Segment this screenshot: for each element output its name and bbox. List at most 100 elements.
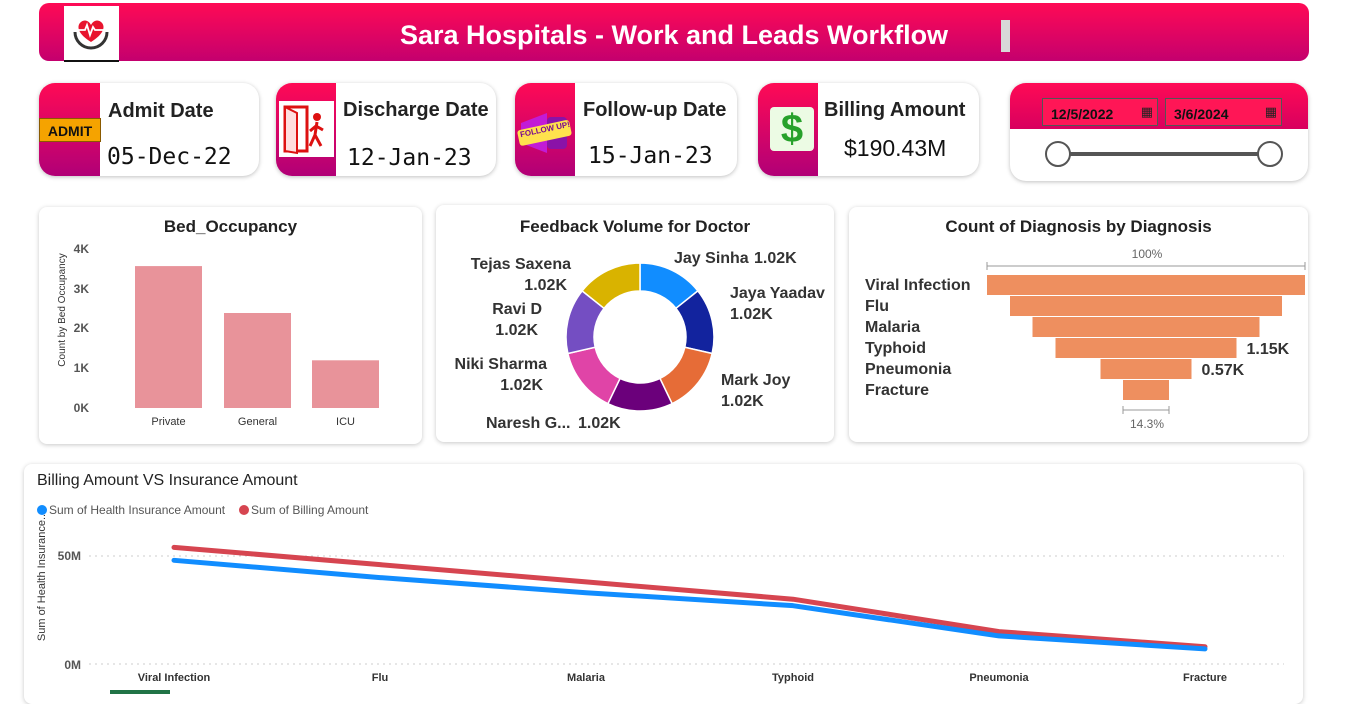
x-tick-label: Pneumonia [969, 672, 1029, 684]
funnel-category-label: Fracture [865, 382, 929, 399]
y-axis-title: Sum of Health Insurance... [36, 511, 48, 641]
slice-value-label: 1.02K [754, 250, 797, 267]
x-tick-label: Typhoid [772, 672, 814, 684]
end-date-value: 3/6/2024 [1174, 106, 1229, 122]
funnel-category-label: Viral Infection [865, 277, 971, 294]
exit-door-icon [279, 101, 334, 157]
kpi-label: Discharge Date [343, 99, 489, 121]
y-tick: 4K [74, 242, 90, 256]
series-line-0 [171, 557, 1208, 652]
legend-label: Sum of Billing Amount [251, 503, 369, 517]
funnel-bar-malaria [1032, 317, 1260, 337]
heart-pulse-icon [73, 20, 109, 50]
kpi-value: 05-Dec-22 [107, 144, 232, 170]
start-date-input[interactable]: 12/5/2022 ▦ [1042, 98, 1158, 126]
funnel-category-label: Flu [865, 298, 889, 315]
feedback-donut-chart: Jay Sinha 1.02K Jaya Yaadav 1.02K Mark Joy 1.… [455, 250, 825, 432]
page-title: Sara Hospitals - Work and Leads Workflow [399, 20, 949, 50]
funnel-category-label: Typhoid [865, 340, 926, 357]
slice-value-label: 1.02K [578, 415, 621, 432]
kpi-value: 12-Jan-23 [347, 145, 472, 171]
header-banner: Sara Hospitals - Work and Leads Workflow [39, 3, 1309, 61]
legend-label: Sum of Health Insurance Amount [49, 503, 226, 517]
slice-name-label: Niki Sharma [455, 356, 548, 373]
funnel-category-label: Pneumonia [865, 361, 951, 378]
x-tick-label: ICU [336, 416, 355, 428]
donut-slice-tejas-saxena [581, 262, 641, 310]
kpi-card-follow-up-date: FOLLOW UP! Follow-up Date 15-Jan-23 [515, 83, 737, 176]
bar-general [224, 312, 291, 408]
slice-value-label: 1.02K [524, 277, 567, 294]
kpi-label: Follow-up Date [583, 99, 727, 121]
end-date-input[interactable]: 3/6/2024 ▦ [1165, 98, 1282, 126]
y-tick: 0K [74, 401, 90, 415]
feedback-volume-panel: Feedback Volume for Doctor Jay Sinha 1.02… [436, 205, 834, 442]
bar-private [135, 266, 202, 408]
slice-name-label: Mark Joy [721, 372, 790, 389]
title-cursor [1001, 20, 1010, 52]
legend-marker [37, 505, 47, 515]
admit-icon: ADMIT [39, 118, 101, 142]
kpi-card-admit-date: ADMIT Admit Date 05-Dec-22 [39, 83, 259, 176]
x-tick-label: Flu [372, 672, 389, 684]
chart-title: Feedback Volume for Doctor [519, 217, 751, 236]
diagnosis-funnel-panel: Count of Diagnosis by Diagnosis 100% 14.… [849, 207, 1308, 442]
x-tick-label: General [238, 416, 277, 428]
chart-title: Billing Amount VS Insurance Amount [37, 472, 298, 489]
slice-value-label: 1.02K [500, 377, 543, 394]
date-range-slicer: 12/5/2022 ▦ 3/6/2024 ▦ [1010, 83, 1308, 181]
logo-underline [64, 60, 119, 62]
slice-name-label: Tejas Saxena [471, 256, 571, 273]
kpi-card-discharge-date: Discharge Date 12-Jan-23 [276, 83, 496, 176]
billing-line-chart: Sum of Health Insurance... 50M 0M Viral … [36, 503, 1284, 684]
calendar-icon[interactable]: ▦ [1264, 104, 1277, 119]
slice-name-label: Jaya Yaadav [730, 285, 825, 302]
slider-track [1057, 152, 1269, 156]
y-tick: 0M [64, 658, 81, 672]
kpi-label: Billing Amount [824, 99, 966, 121]
calendar-icon[interactable]: ▦ [1140, 104, 1153, 119]
start-date-value: 12/5/2022 [1051, 106, 1114, 122]
series-line-1 [171, 544, 1208, 650]
donut-slice-niki-sharma [566, 346, 622, 405]
x-tick-label: Fracture [1183, 672, 1227, 684]
x-tick-label: Private [151, 416, 185, 428]
funnel-bar-pneumonia [1100, 359, 1192, 379]
page-tab-indicator [110, 690, 170, 694]
legend-marker [239, 505, 249, 515]
billing-insurance-panel: Billing Amount VS Insurance Amount Sum o… [24, 464, 1303, 704]
kpi-value: $190.43M [844, 135, 947, 161]
funnel-bar-flu [1010, 296, 1282, 316]
dollar-glyph: $ [780, 107, 804, 151]
y-tick: 3K [74, 282, 90, 296]
chart-title: Bed_Occupancy [163, 217, 298, 236]
funnel-top-percent: 100% [1132, 247, 1163, 261]
funnel-value-label: 1.15K [1247, 341, 1290, 358]
funnel-bar-viral-infection [987, 275, 1305, 295]
chart-title: Count of Diagnosis by Diagnosis [945, 217, 1212, 236]
x-tick-label: Viral Infection [138, 672, 211, 684]
bed-occupancy-panel: Bed_Occupancy Count by Bed Occupancy 0K … [39, 207, 422, 444]
slider-start-handle[interactable] [1045, 141, 1071, 167]
slice-name-label: Naresh G... [486, 415, 570, 432]
y-tick: 1K [74, 361, 90, 375]
dollar-icon: $ [770, 107, 814, 151]
bed-occupancy-chart: Count by Bed Occupancy 0K 1K 2K 3K 4K Pr… [57, 242, 379, 428]
hospital-logo [64, 6, 119, 62]
y-axis-title: Count by Bed Occupancy [57, 253, 68, 366]
diagnosis-funnel-chart: 100% 14.3% Viral Infection Flu Malaria Typh… [865, 247, 1306, 431]
slider-end-handle[interactable] [1257, 141, 1283, 167]
x-tick-label: Malaria [567, 672, 606, 684]
slice-name-label: Jay Sinha [674, 250, 749, 267]
megaphone-icon: FOLLOW UP! [517, 109, 572, 157]
kpi-value: 15-Jan-23 [588, 143, 713, 169]
slice-value-label: 1.02K [721, 393, 764, 410]
funnel-bar-typhoid [1055, 338, 1237, 358]
y-tick: 50M [58, 549, 81, 563]
slice-value-label: 1.02K [495, 322, 538, 339]
funnel-bottom-percent: 14.3% [1130, 417, 1164, 431]
funnel-value-label: 0.57K [1202, 362, 1245, 379]
funnel-bar-fracture [1123, 380, 1169, 400]
funnel-category-label: Malaria [865, 319, 920, 336]
kpi-label: Admit Date [108, 100, 214, 122]
